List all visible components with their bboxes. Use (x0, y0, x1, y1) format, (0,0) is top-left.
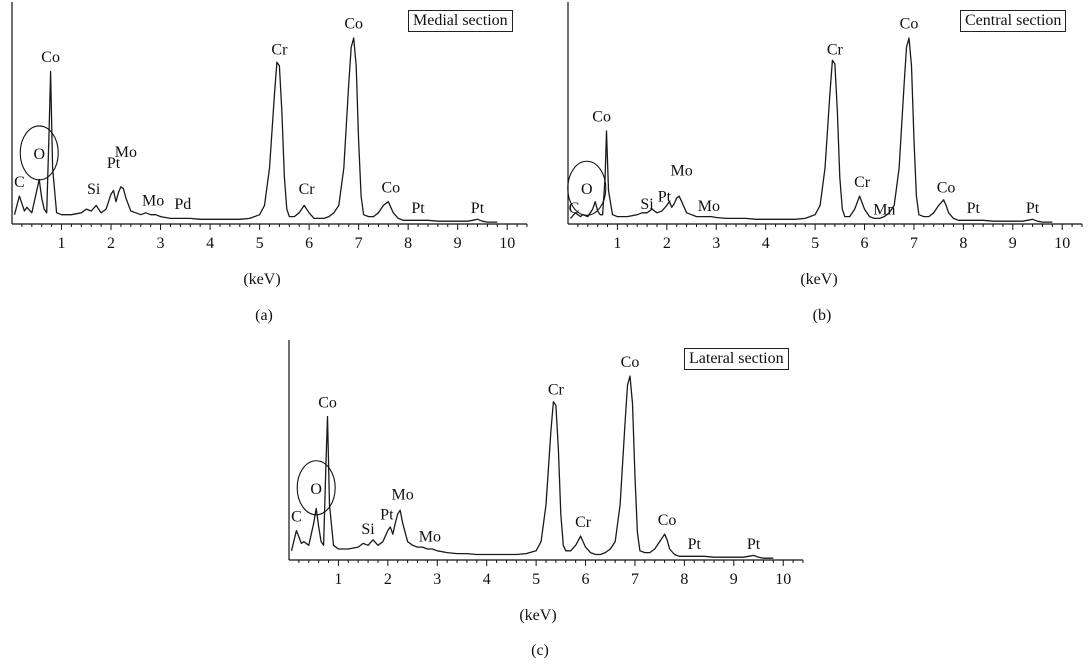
panel-c-title: Lateral section (684, 348, 789, 370)
oxygen-highlight-ellipse (296, 460, 336, 516)
panel-a-title: Medial section (408, 10, 513, 32)
peak-label-mo: Mo (698, 198, 720, 215)
peak-label-pt: Pt (747, 536, 761, 553)
panel-c-xlabel: (keV) (519, 607, 557, 624)
x-tick-label: 3 (157, 235, 165, 252)
x-tick-label: 1 (613, 235, 621, 252)
peak-label-pt: Pt (658, 189, 672, 206)
peak-label-mo: Mo (392, 486, 414, 503)
spectrum-line (570, 37, 1053, 223)
x-tick-label: 4 (206, 235, 214, 252)
peak-label-cr: Cr (827, 42, 844, 59)
peak-label-co: Co (41, 49, 60, 66)
spectrum-panel-b: 1 2 3 4 5 6 7 8 9 10 C O Co Si Pt Mo Mo Cr Cr Mn Co Co Pt Pt Ce… (557, 0, 1091, 335)
peak-label-si: Si (640, 196, 654, 213)
x-tick-label: 4 (762, 235, 770, 252)
peak-label-co: Co (900, 16, 919, 33)
x-tick-label: 8 (404, 235, 412, 252)
x-tick-label: 6 (861, 235, 869, 252)
peak-label-pt: Pt (107, 155, 121, 172)
panel-c-caption: (c) (531, 642, 549, 659)
peak-label-cr: Cr (271, 42, 288, 59)
spectrum-line (290, 375, 774, 559)
x-tick-label: 1 (334, 571, 342, 588)
panel-b-title: Central section (960, 10, 1067, 32)
peak-label-mn: Mn (873, 202, 895, 219)
x-tick-label: 5 (532, 571, 540, 588)
spectrum-plot-c: 1 2 3 4 5 6 7 8 9 10 CO Co Si Pt Mo Mo Cr Cr Co Co Pt Pt (288, 340, 804, 588)
peak-label-co: Co (658, 512, 677, 529)
x-tick-label: 1 (58, 235, 66, 252)
x-tick-label: 7 (910, 235, 918, 252)
peak-label-mo: Mo (671, 163, 693, 180)
peak-label-o: O (581, 181, 593, 198)
peak-label-cr: Cr (854, 174, 871, 191)
panel-b-caption: (b) (812, 307, 832, 324)
x-tick-label: 2 (107, 235, 115, 252)
x-tick-label: 5 (811, 235, 819, 252)
peak-label-pt: Pt (688, 536, 702, 553)
spectrum-panel-c: 1 2 3 4 5 6 7 8 9 10 C O Co Si Pt Mo Mo Cr Cr Co Co Pt Pt Late… (276, 338, 821, 666)
peak-label-pt: Pt (411, 200, 425, 217)
peak-label-mo: Mo (115, 144, 137, 161)
peak-label-c: C (14, 174, 25, 191)
peak-label-o: O (310, 481, 322, 498)
peak-label-pt: Pt (967, 200, 981, 217)
spectrum-line (13, 37, 498, 223)
peak-label-si: Si (87, 181, 101, 198)
peak-label-si: Si (361, 521, 375, 538)
peak-label-co: Co (318, 394, 337, 411)
x-tick-label: 7 (355, 235, 363, 252)
x-tick-label: 8 (959, 235, 967, 252)
x-tick-label: 4 (483, 571, 491, 588)
peak-label-co: Co (592, 109, 611, 126)
peak-label-cr: Cr (548, 381, 565, 398)
peak-label-mo: Mo (419, 529, 441, 546)
panel-b-xlabel: (keV) (800, 271, 838, 288)
x-tick-label: 2 (384, 571, 392, 588)
peak-label-pt: Pt (471, 200, 485, 217)
x-tick-label: 9 (454, 235, 462, 252)
x-tick-label: 8 (680, 571, 688, 588)
x-tick-label: 7 (631, 571, 639, 588)
peak-label-co: Co (621, 354, 640, 371)
peak-label-pt: Pt (380, 507, 394, 524)
spectrum-panel-a: 1 2 3 4 5 6 7 8 9 10 C O Co Si Pt Mo Mo Pd Cr Cr Co Co Pt Pt Me… (0, 0, 545, 335)
panel-a-caption: (a) (255, 307, 273, 324)
x-tick-label: 9 (730, 571, 738, 588)
peak-label-co: Co (937, 179, 956, 196)
x-tick-label: 6 (305, 235, 313, 252)
x-tick-label: 10 (499, 235, 515, 252)
x-tick-label: 2 (663, 235, 671, 252)
peak-label-cr: Cr (299, 181, 316, 198)
x-tick-label: 5 (256, 235, 264, 252)
peak-label-pt: Pt (1026, 200, 1040, 217)
peak-label-mo: Mo (142, 192, 164, 209)
peak-label-co: Co (344, 16, 363, 33)
x-tick-label: 6 (582, 571, 590, 588)
oxygen-highlight-ellipse (567, 160, 607, 216)
x-tick-label: 9 (1009, 235, 1017, 252)
oxygen-highlight-ellipse (19, 125, 59, 181)
x-tick-label: 3 (712, 235, 720, 252)
peak-label-c: C (291, 508, 302, 525)
peak-label-co: Co (381, 179, 400, 196)
peak-label-o: O (33, 146, 45, 163)
peak-label-pd: Pd (174, 196, 191, 213)
x-tick-label: 10 (775, 571, 791, 588)
panel-a-xlabel: (keV) (243, 271, 281, 288)
peak-label-cr: Cr (575, 514, 592, 531)
x-tick-label: 3 (433, 571, 441, 588)
x-tick-label: 10 (1054, 235, 1070, 252)
